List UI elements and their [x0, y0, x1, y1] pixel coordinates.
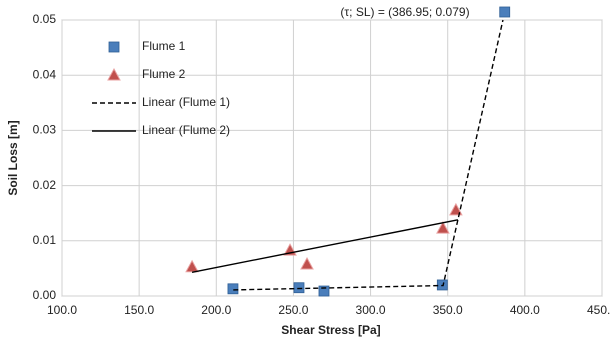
- y-axis-title: Soil Loss [m]: [6, 120, 20, 195]
- legend-label: Flume 2: [142, 67, 186, 81]
- annotation: (τ; SL) = (386.95; 0.079): [340, 5, 469, 19]
- point: [449, 202, 463, 216]
- y-tick-label: 0.04: [33, 67, 57, 81]
- point: [293, 282, 305, 294]
- legend-label: Linear (Flume 1): [142, 95, 230, 109]
- x-tick-label: 400.0: [510, 303, 540, 317]
- trend-line: [191, 219, 459, 273]
- x-tick-label: 150.0: [124, 303, 154, 317]
- x-axis-title: Shear Stress [Pa]: [281, 323, 380, 337]
- x-tick-label: 350.0: [433, 303, 463, 317]
- point: [318, 285, 330, 297]
- point: [436, 221, 450, 234]
- x-tick-label: 300.0: [356, 303, 386, 317]
- y-tick-label: 0.03: [33, 123, 57, 137]
- x-tick-label: 200.0: [201, 303, 231, 317]
- legend-label: Linear (Flume 2): [142, 123, 230, 137]
- y-tick-label: 0.01: [33, 233, 57, 247]
- plot-area: [61, 19, 603, 297]
- y-tick-label: 0.00: [33, 288, 57, 302]
- legend-swatch: [107, 67, 121, 81]
- point: [499, 6, 511, 18]
- point: [300, 256, 314, 270]
- x-tick-label: 450.0: [587, 303, 610, 317]
- trend-line: [233, 19, 504, 291]
- y-tick-label: 0.05: [33, 12, 57, 26]
- x-tick-label: 250.0: [278, 303, 308, 317]
- legend-label: Flume 1: [142, 39, 186, 53]
- x-tick-label: 100.0: [47, 303, 77, 317]
- y-tick-label: 0.02: [33, 178, 57, 192]
- point: [227, 283, 239, 295]
- legend-swatch: [108, 41, 120, 53]
